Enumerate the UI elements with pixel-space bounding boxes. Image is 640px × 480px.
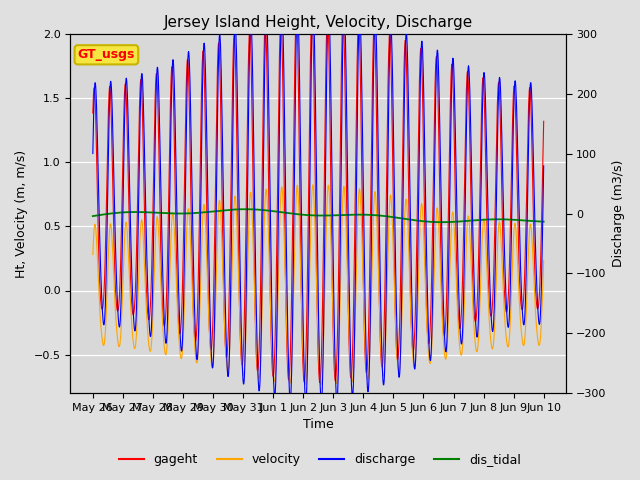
Text: GT_usgs: GT_usgs (77, 48, 135, 61)
Y-axis label: Ht, Velocity (m, m/s): Ht, Velocity (m, m/s) (15, 149, 28, 277)
X-axis label: Time: Time (303, 419, 333, 432)
Title: Jersey Island Height, Velocity, Discharge: Jersey Island Height, Velocity, Discharg… (164, 15, 473, 30)
Legend: gageht, velocity, discharge, dis_tidal: gageht, velocity, discharge, dis_tidal (114, 448, 526, 471)
Y-axis label: Discharge (m3/s): Discharge (m3/s) (612, 160, 625, 267)
